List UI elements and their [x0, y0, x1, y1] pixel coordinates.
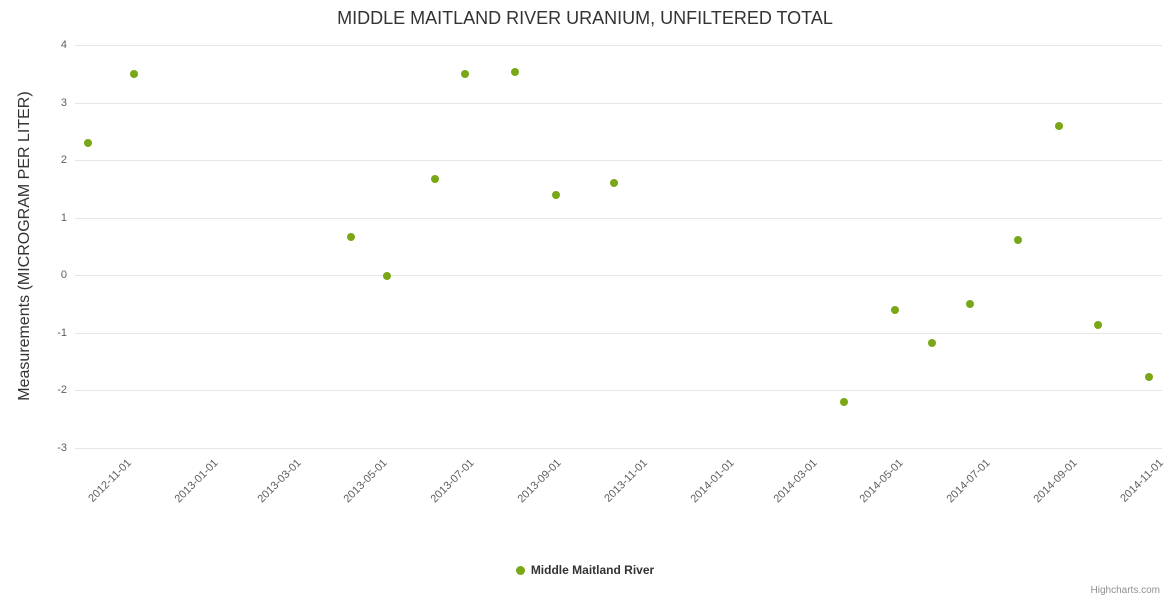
legend-item-middle-maitland-river[interactable]: Middle Maitland River: [0, 563, 1170, 577]
gridline: [75, 275, 1162, 277]
gridline: [75, 45, 1162, 46]
x-axis-tick-label: 2013-11-01: [602, 457, 651, 505]
gridline: [75, 390, 1162, 392]
x-axis-tick-label: 2014-03-01: [771, 457, 820, 506]
data-point[interactable]: [927, 339, 936, 348]
data-point[interactable]: [461, 70, 470, 79]
x-axis-tick-label: 2013-09-01: [515, 457, 565, 506]
data-point[interactable]: [551, 190, 560, 199]
data-point[interactable]: [890, 305, 899, 314]
data-point[interactable]: [1145, 373, 1154, 382]
data-point[interactable]: [1013, 235, 1022, 244]
gridline: [75, 217, 1162, 219]
data-point[interactable]: [346, 232, 355, 241]
x-axis-tick-label: 2014-11-01: [1118, 457, 1167, 505]
data-point[interactable]: [383, 272, 392, 281]
x-axis-tick-label: 2013-03-01: [255, 457, 304, 506]
x-axis-tick-label: 2013-05-01: [341, 457, 391, 506]
data-point[interactable]: [510, 68, 519, 77]
data-point[interactable]: [431, 174, 440, 183]
x-axis-tick-label: 2014-05-01: [857, 457, 907, 506]
x-axis-tick-label: 2014-07-01: [944, 457, 993, 506]
y-axis-tick-label: 2: [60, 154, 67, 167]
y-axis-tick-label: 0: [60, 269, 67, 282]
x-axis-tick-label: 2013-07-01: [428, 457, 477, 506]
y-axis-tick-label: -2: [57, 384, 67, 397]
legend-marker-icon: [515, 565, 525, 575]
data-point[interactable]: [1094, 321, 1103, 330]
y-axis-tick-label: 1: [60, 211, 67, 224]
y-axis-tick-label: 3: [60, 96, 67, 109]
y-axis-title: Measurements (MICROGRAM PER LITER): [16, 91, 33, 401]
gridline: [75, 332, 1162, 334]
gridline: [75, 160, 1162, 162]
x-axis-tick-label: 2013-01-01: [172, 457, 221, 506]
y-axis-tick-label: 4: [60, 39, 67, 51]
gridline: [75, 448, 1162, 449]
data-point[interactable]: [1054, 121, 1063, 130]
data-point[interactable]: [130, 69, 139, 78]
x-axis-tick-label: 2014-01-01: [688, 457, 737, 506]
data-point[interactable]: [83, 138, 92, 147]
y-axis-tick-label: -3: [57, 442, 67, 454]
y-axis-tick-label: -1: [57, 326, 67, 339]
data-point[interactable]: [965, 300, 974, 309]
data-point[interactable]: [609, 178, 618, 187]
data-point[interactable]: [839, 397, 848, 406]
highcharts-credits-link[interactable]: Highcharts.com: [1090, 585, 1160, 596]
x-axis-tick-label: 2012-11-01: [86, 457, 135, 505]
x-axis-tick-label: 2014-09-01: [1031, 457, 1081, 506]
legend-label: Middle Maitland River: [530, 563, 655, 577]
chart-title: MIDDLE MAITLAND RIVER URANIUM, UNFILTERE…: [337, 8, 833, 28]
gridline: [75, 102, 1162, 104]
